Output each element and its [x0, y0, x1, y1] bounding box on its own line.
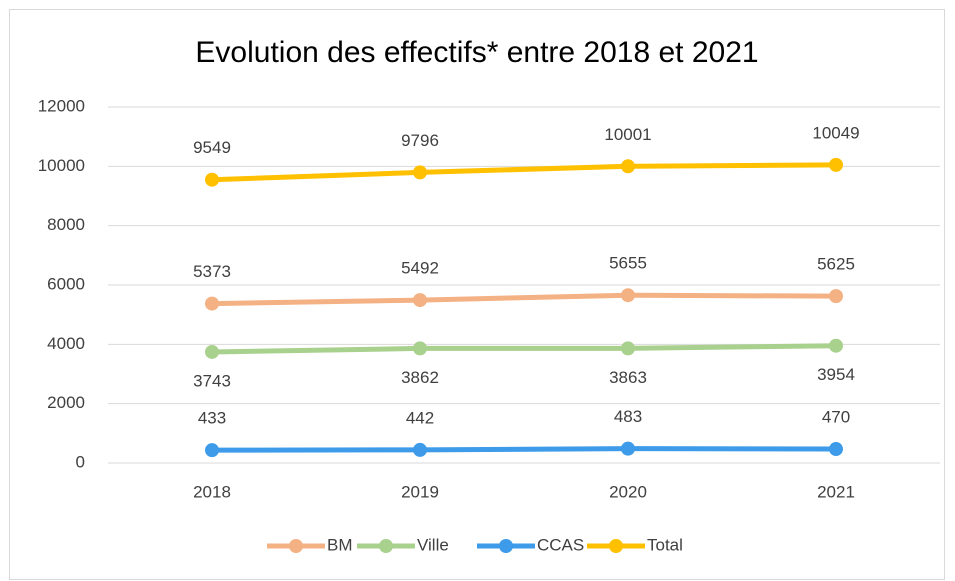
- data-label: 5625: [817, 255, 855, 274]
- data-point: [621, 288, 635, 303]
- legend-label: Ville: [417, 535, 449, 554]
- data-label: 5373: [193, 262, 231, 281]
- legend-label: BM: [327, 535, 353, 554]
- series-line: [209, 292, 839, 307]
- data-label: 10049: [812, 123, 859, 142]
- data-point: [621, 341, 635, 356]
- data-point: [413, 293, 427, 308]
- y-tick-label: 8000: [47, 215, 85, 234]
- series-line: [209, 343, 839, 355]
- legend-marker: [499, 539, 513, 553]
- data-point: [205, 172, 219, 187]
- data-point: [413, 442, 427, 457]
- x-tick-label: 2020: [609, 482, 647, 501]
- data-point: [413, 341, 427, 356]
- data-label: 5492: [401, 259, 439, 278]
- data-point: [621, 441, 635, 456]
- data-label: 3863: [609, 368, 647, 387]
- data-point: [205, 344, 219, 359]
- x-tick-label: 2018: [193, 482, 231, 501]
- data-point: [413, 165, 427, 180]
- chart-title: Evolution des effectifs* entre 2018 et 2…: [195, 36, 758, 69]
- x-tick-label: 2019: [401, 482, 439, 501]
- data-label: 483: [614, 407, 642, 426]
- y-tick-label: 0: [76, 452, 85, 471]
- data-label: 442: [406, 408, 434, 427]
- data-point: [621, 159, 635, 174]
- y-tick-label: 4000: [47, 334, 85, 353]
- data-point: [829, 442, 843, 457]
- data-label: 10001: [604, 125, 651, 144]
- legend-marker: [609, 539, 623, 553]
- y-tick-label: 6000: [47, 274, 85, 293]
- data-label: 433: [198, 409, 226, 428]
- series-line: [209, 446, 839, 453]
- data-label: 9549: [193, 138, 231, 157]
- y-tick-label: 2000: [47, 393, 85, 412]
- legend-marker: [289, 539, 303, 553]
- x-tick-label: 2021: [817, 482, 855, 501]
- legend-marker: [379, 539, 393, 553]
- data-point: [205, 443, 219, 458]
- y-tick-label: 10000: [38, 156, 85, 175]
- data-label: 3862: [401, 368, 439, 387]
- legend-label: CCAS: [537, 535, 584, 554]
- y-tick-label: 12000: [38, 96, 85, 115]
- data-label: 3954: [817, 365, 855, 384]
- data-label: 470: [822, 408, 850, 427]
- data-label: 9796: [401, 131, 439, 150]
- data-point: [829, 289, 843, 304]
- data-point: [829, 338, 843, 353]
- data-point: [829, 157, 843, 172]
- data-point: [205, 296, 219, 311]
- series-line: [209, 162, 839, 183]
- data-label: 3743: [193, 371, 231, 390]
- data-label: 5655: [609, 254, 647, 273]
- legend-label: Total: [647, 535, 683, 554]
